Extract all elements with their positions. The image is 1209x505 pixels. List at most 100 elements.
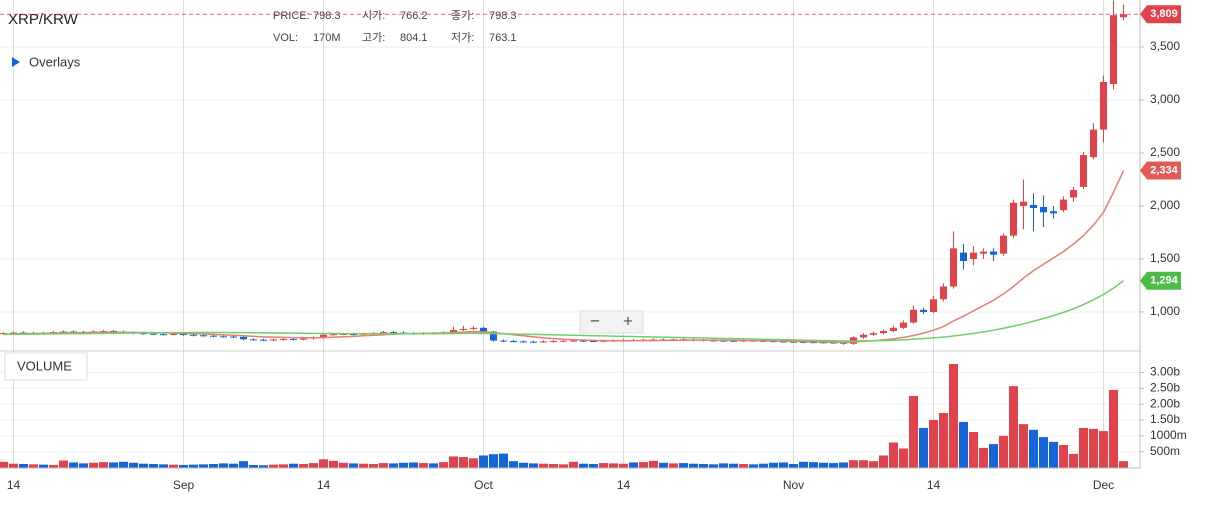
- volume-bar: [1009, 386, 1018, 468]
- volume-bar: [439, 462, 448, 468]
- candle-body: [460, 328, 467, 330]
- volume-bar: [509, 461, 518, 468]
- overlays-toggle[interactable]: Overlays: [12, 54, 81, 69]
- volume-bar: [519, 462, 528, 468]
- open-label: 시가:: [362, 9, 385, 22]
- zoom-controls: − +: [579, 310, 644, 334]
- volume-bar: [249, 464, 258, 468]
- high-label: 고가:: [362, 31, 385, 44]
- vol-value: 170M: [313, 32, 341, 44]
- volume-bar: [829, 463, 838, 468]
- volume-bar: [259, 465, 268, 468]
- volume-bar: [719, 463, 728, 468]
- volume-tick-label: 2.50b: [1150, 381, 1180, 395]
- candle-body: [560, 340, 567, 342]
- x-tick-label: Dec: [1093, 478, 1114, 492]
- candle-body: [540, 341, 547, 343]
- price-badge-label: 1,294: [1150, 275, 1178, 287]
- candle-body: [450, 329, 457, 333]
- volume-bar: [699, 464, 708, 468]
- candle-body: [570, 340, 577, 342]
- volume-bar: [189, 464, 198, 468]
- volume-box: [4, 352, 88, 381]
- y-tick-label: 3,500: [1150, 39, 1180, 53]
- candle-body: [60, 331, 67, 333]
- volume-bar: [459, 457, 468, 468]
- candle-body: [900, 322, 907, 328]
- x-tick-label: 14: [927, 478, 941, 492]
- volume-bar: [779, 462, 788, 468]
- candle-body: [980, 251, 987, 254]
- candle-body: [870, 333, 877, 335]
- volume-bar: [659, 462, 668, 468]
- volume-bar: [149, 464, 158, 468]
- candle-body: [820, 342, 827, 344]
- volume-bar: [1029, 429, 1038, 468]
- candle-body: [860, 334, 867, 338]
- volume-bar: [889, 442, 898, 468]
- volume-bar: [929, 420, 938, 468]
- candle-body: [250, 339, 257, 341]
- candle-body: [920, 309, 927, 312]
- volume-bar: [279, 464, 288, 468]
- volume-bar: [879, 455, 888, 468]
- candle-body: [470, 327, 477, 329]
- candle-body: [240, 336, 247, 340]
- volume-bar: [319, 459, 328, 468]
- candle-body: [510, 341, 517, 343]
- volume-bar: [499, 453, 508, 468]
- zoom-in[interactable]: +: [623, 311, 633, 330]
- volume-bar: [0, 461, 8, 468]
- price-badge-label: 3,809: [1150, 8, 1178, 20]
- volume-bar: [559, 464, 568, 468]
- volume-bar: [19, 464, 28, 468]
- price-badge-label: 2,334: [1150, 164, 1178, 176]
- volume-bar: [899, 448, 908, 468]
- volume-bar: [1049, 441, 1058, 468]
- volume-bar: [1059, 445, 1068, 468]
- volume-bar: [1039, 437, 1048, 468]
- candle-body: [110, 331, 117, 333]
- candle-body: [350, 333, 357, 335]
- volume-bar: [769, 462, 778, 468]
- price-label: PRICE:: [273, 10, 310, 22]
- volume-bar: [869, 461, 878, 468]
- candle-body: [170, 333, 177, 335]
- volume-bar: [489, 454, 498, 468]
- candle-body: [1070, 190, 1077, 198]
- volume-bar: [1109, 389, 1118, 468]
- volume-bar: [609, 463, 618, 468]
- volume-bar: [729, 463, 738, 468]
- volume-bar: [679, 463, 688, 468]
- volume-bar: [649, 460, 658, 468]
- volume-bar: [329, 460, 338, 468]
- volume-bar: [479, 455, 488, 468]
- candle-body: [1030, 204, 1037, 209]
- candle-body: [810, 342, 817, 344]
- candle-body: [280, 338, 287, 340]
- volume-bar: [959, 421, 968, 468]
- candle-body: [590, 340, 597, 342]
- volume-bar: [269, 464, 278, 468]
- candle-body: [890, 327, 897, 332]
- volume-bar: [689, 463, 698, 468]
- high-value: 804.1: [400, 32, 428, 44]
- volume-bar: [9, 463, 18, 468]
- volume-title: VOLUME: [17, 358, 72, 373]
- volume-bar: [39, 464, 48, 468]
- volume-bar: [809, 462, 818, 468]
- candle-body: [800, 341, 807, 343]
- volume-bar: [669, 463, 678, 468]
- volume-bar: [789, 464, 798, 468]
- x-tick-label: 14: [7, 478, 21, 492]
- candle-body: [1010, 202, 1017, 236]
- volume-bar: [89, 462, 98, 468]
- volume-bar: [309, 463, 318, 468]
- candle-body: [200, 335, 207, 337]
- zoom-out[interactable]: −: [590, 311, 600, 330]
- volume-bar: [29, 464, 38, 468]
- candle-body: [720, 340, 727, 342]
- volume-bar: [59, 460, 68, 468]
